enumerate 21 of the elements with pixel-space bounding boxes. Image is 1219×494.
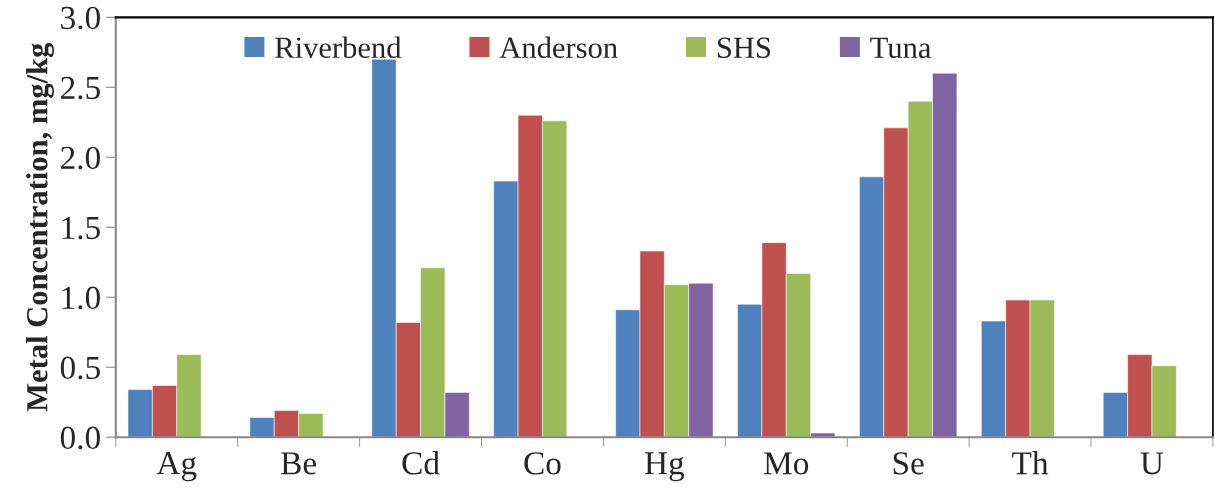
y-tick-label: 1.0	[62, 286, 100, 310]
y-tick-label: 1.5	[62, 216, 100, 240]
x-tick-label: Be	[281, 452, 317, 475]
legend-label: Riverbend	[275, 36, 402, 59]
x-tick-label: Se	[893, 452, 924, 475]
x-tick-label: Co	[524, 452, 561, 475]
x-tick-label: Th	[1012, 451, 1049, 475]
y-tick-label: 0.5	[60, 356, 100, 380]
y-tick-label: 3.0	[61, 6, 100, 30]
y-tick-label: 2.0	[61, 146, 100, 170]
x-tick-label: Ag	[156, 452, 197, 482]
x-tick-label: Hg	[644, 452, 685, 482]
x-tick-label: Cd	[402, 451, 440, 475]
y-axis-title: Metal Concentration, mg/kg	[26, 42, 54, 412]
legend-label: Anderson	[499, 36, 618, 59]
x-tick-label: U	[1140, 452, 1164, 475]
legend-label: SHS	[717, 37, 771, 59]
y-tick-label: 2.5	[61, 76, 100, 100]
x-tick-label: Mo	[764, 452, 809, 475]
y-tick-label: 0.0	[60, 426, 100, 450]
legend-label: Tuna	[870, 37, 932, 59]
